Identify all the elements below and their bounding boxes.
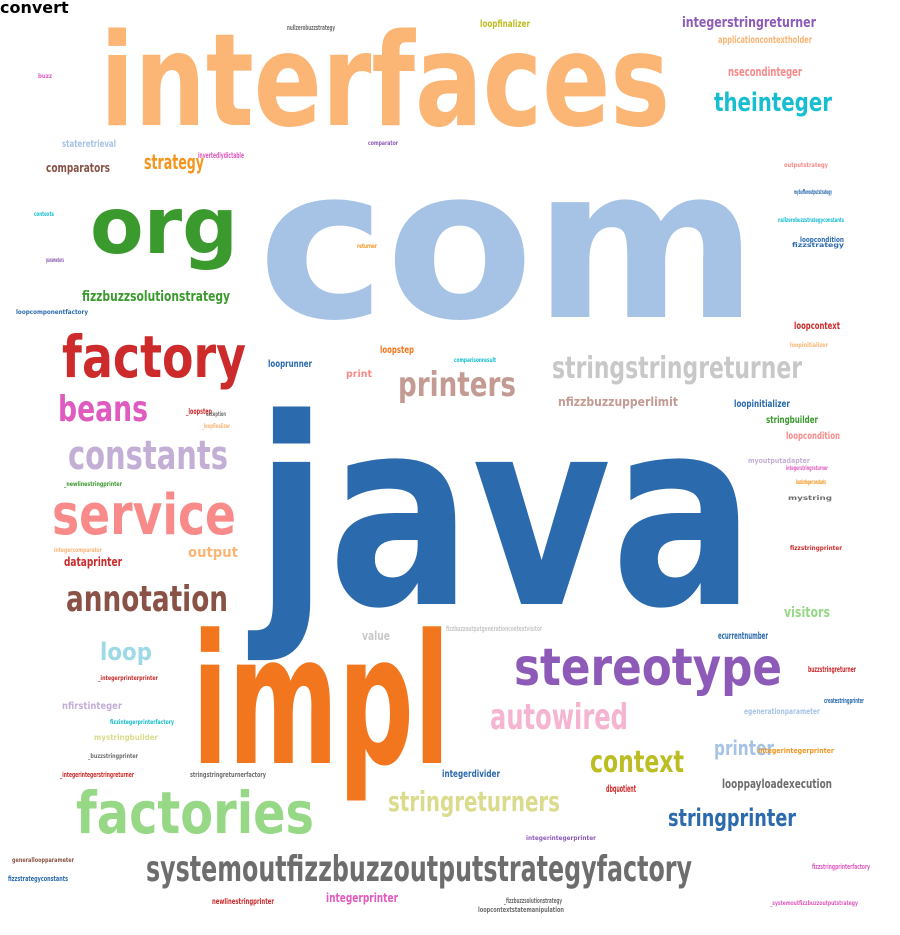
word-cloud-word: stringbuilder [766,415,818,426]
word-cloud-word: exception [206,411,226,418]
word-cloud-word: convert [0,0,69,17]
word-cloud-word: printers [398,365,516,405]
word-cloud-word: fizzstrategy [792,242,844,249]
word-cloud-word: stringstringreturnerfactory [190,771,266,779]
word-cloud-word: egenerationparameter [744,707,820,716]
word-cloud-word: value [362,629,390,643]
word-cloud-word: looprunner [268,359,312,370]
word-cloud-word: factory [62,323,246,391]
word-cloud-word: com [258,122,758,367]
word-cloud-word: buzz [38,73,52,80]
word-cloud-word: printer [714,736,774,760]
word-cloud-word: fizzstringprinter [790,545,842,552]
word-cloud-word: interfaces [100,7,670,156]
word-cloud-word: stringreturners [388,785,560,818]
word-cloud-word: stereotype [514,638,782,698]
word-cloud-word: newlinestringprinter [212,897,274,906]
word-cloud-word: integerintegerprinter [758,747,834,755]
word-cloud-word: integerintegerprinter [526,835,596,842]
word-cloud-word: _integerintegerstringreturner [60,771,134,779]
word-cloud-word: systemoutfizzbuzzoutputstrategyfactory [146,849,692,890]
word-cloud-word: loopcondition [786,431,840,442]
word-cloud-word: factories [76,779,314,847]
word-cloud-word: _fizzbuzzsolutionstrategy [504,897,562,905]
word-cloud-word: loopcomponentfactory [16,309,88,316]
word-cloud-word: parameters [46,257,64,264]
word-cloud-word: loopstep [380,345,414,356]
word-cloud-word: constants [68,433,228,479]
word-cloud-word: annotation [66,579,228,620]
word-cloud-word: loopinitializer [734,399,790,410]
word-cloud-word: integerstringreturner [786,465,828,472]
word-cloud-word: theinteger [714,88,832,118]
word-cloud-word: _newlinestringprinter [64,481,122,488]
word-cloud-word: myoutputadapter [748,457,810,465]
word-cloud-word: ecurrentnumber [718,631,768,642]
word-cloud-word: buzzintegerconstants [796,479,826,486]
word-cloud-word: loopcontextstatemanipulation [478,906,564,914]
word-cloud-word: fizzstrategyconstants [8,875,68,883]
word-cloud-word: nullzerobuzzstrategyconstants [778,217,844,224]
word-cloud-word: _integerprinterprinter [98,675,158,682]
word-cloud-word: _loopfinalizer [202,423,230,430]
word-cloud-word: mystringbuilder [94,733,158,742]
word-cloud-word: loopcondition [800,236,844,244]
word-cloud-word: loopinitializer [790,342,828,349]
word-cloud-word: java [255,364,755,666]
word-cloud-word: looppayloadexecution [722,777,832,791]
word-cloud-word: integerstringreturner [682,15,816,31]
word-cloud-word: impl [192,597,450,806]
word-cloud-word: service [52,483,236,548]
word-cloud-word: returner [357,243,377,250]
word-cloud-word: comparators [46,161,110,175]
word-cloud-word: context [590,745,684,780]
word-cloud-word: _systemoutfizzbuzzoutputstrategy [770,900,858,907]
word-cloud-word: loop [100,638,152,666]
word-cloud-word: dataprinter [64,555,122,569]
word-cloud-word: nullzerobuzzstrategy [287,24,335,32]
word-cloud-word: nsecondinteger [728,65,802,79]
word-cloud-word: nfirstinteger [62,701,122,712]
word-cloud-word: stringstringreturner [552,351,802,386]
word-cloud-word: stringprinter [668,804,796,832]
word-cloud-word: fizzbuzzoutputgenerationcontextvisitor [446,625,542,633]
word-cloud-word: org [90,182,238,272]
word-cloud-word: autowired [490,697,628,738]
word-cloud-word: visitors [784,605,830,621]
word-cloud-word: createstringprinter [824,697,864,705]
word-cloud-word: _buzzstringprinter [88,753,138,760]
word-cloud-word: nfizzbuzzupperlimit [558,395,678,409]
word-cloud-word: print [346,369,372,380]
word-cloud-word: dbquotient [606,784,636,795]
word-cloud-word: strategy [144,150,204,174]
word-cloud-word: beans [58,389,148,430]
word-cloud-word: _loopstep [186,407,212,416]
word-cloud-word: invertedlydictable [198,151,244,160]
word-cloud-word: fizzintegerprinterfactory [110,719,174,726]
word-cloud-word: fizzstringprinterfactory [812,863,870,871]
word-cloud-word: mystring [788,495,832,502]
word-cloud-word: loopfinalizer [480,19,530,30]
word-cloud-word: contexts [34,211,54,218]
word-cloud-word: loopcontext [794,321,840,332]
word-cloud-word: stateretrieval [62,139,116,150]
word-cloud-word: buzzstringreturner [808,665,856,674]
word-cloud-word: integerprinter [326,891,398,905]
word-cloud-word: comparator [368,140,398,147]
word-cloud-word: integerdivider [442,769,500,780]
word-cloud-word: integercomparator [54,547,102,554]
word-cloud-word: applicationcontextholder [718,35,812,46]
word-cloud-word: outputstrategy [784,162,828,169]
word-cloud-word: generalloopparameter [12,857,74,864]
word-cloud-word: mybufferoutputstrategy [794,189,832,196]
word-cloud-word: output [188,545,238,561]
word-cloud-word: fizzbuzzsolutionstrategy [82,289,230,305]
word-cloud-word: comparisonresult [454,357,496,364]
